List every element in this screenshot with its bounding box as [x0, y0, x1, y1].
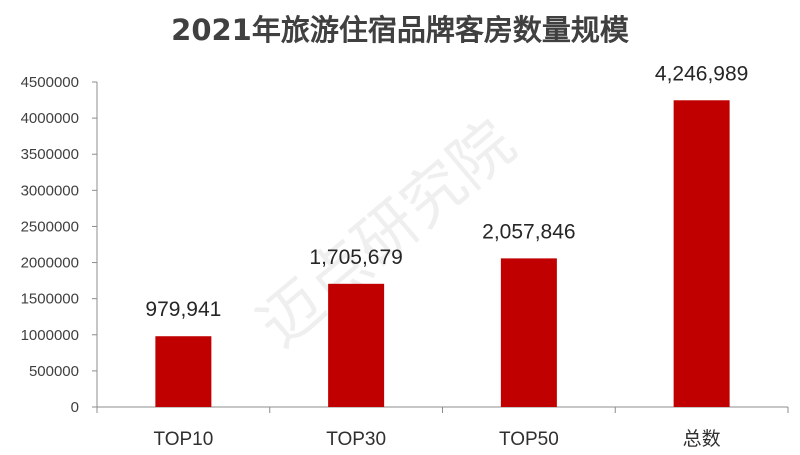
y-tick-label: 2500000 — [21, 218, 79, 235]
y-tick-label: 4500000 — [21, 74, 79, 91]
bar — [673, 100, 730, 408]
y-tick-label: 0 — [71, 399, 79, 416]
bar-data-label: 2,057,846 — [482, 220, 575, 243]
y-tick-label: 1500000 — [21, 291, 79, 308]
y-tick-label: 3500000 — [21, 146, 79, 163]
x-tick-label: 总数 — [683, 428, 721, 450]
bars — [155, 100, 730, 408]
bar-data-label: 1,705,679 — [309, 246, 402, 269]
bar — [155, 336, 212, 407]
y-tick-label: 4000000 — [21, 110, 79, 127]
x-tick-label: TOP50 — [499, 429, 559, 450]
x-tick-label: TOP10 — [153, 429, 213, 450]
y-tick-label: 3000000 — [21, 182, 79, 199]
bar-data-label: 979,941 — [145, 298, 221, 321]
y-tick-label: 2000000 — [21, 255, 79, 272]
y-tick-label: 500000 — [29, 363, 79, 380]
x-axis: TOP10 TOP30 TOP50 总数 — [96, 406, 789, 450]
bar — [500, 258, 557, 407]
y-tick-label: 1000000 — [21, 327, 79, 344]
x-tick-label: TOP30 — [326, 429, 386, 450]
chart-title: 2021年旅游住宿品牌客房数量规模 — [171, 13, 630, 47]
data-labels: 979,941 1,705,679 2,057,846 4,246,989 — [145, 62, 748, 321]
y-axis: 0 500000 1000000 1500000 2000000 2500000 30000… — [21, 74, 98, 416]
bar — [328, 283, 385, 407]
bar-data-label: 4,246,989 — [655, 62, 748, 85]
